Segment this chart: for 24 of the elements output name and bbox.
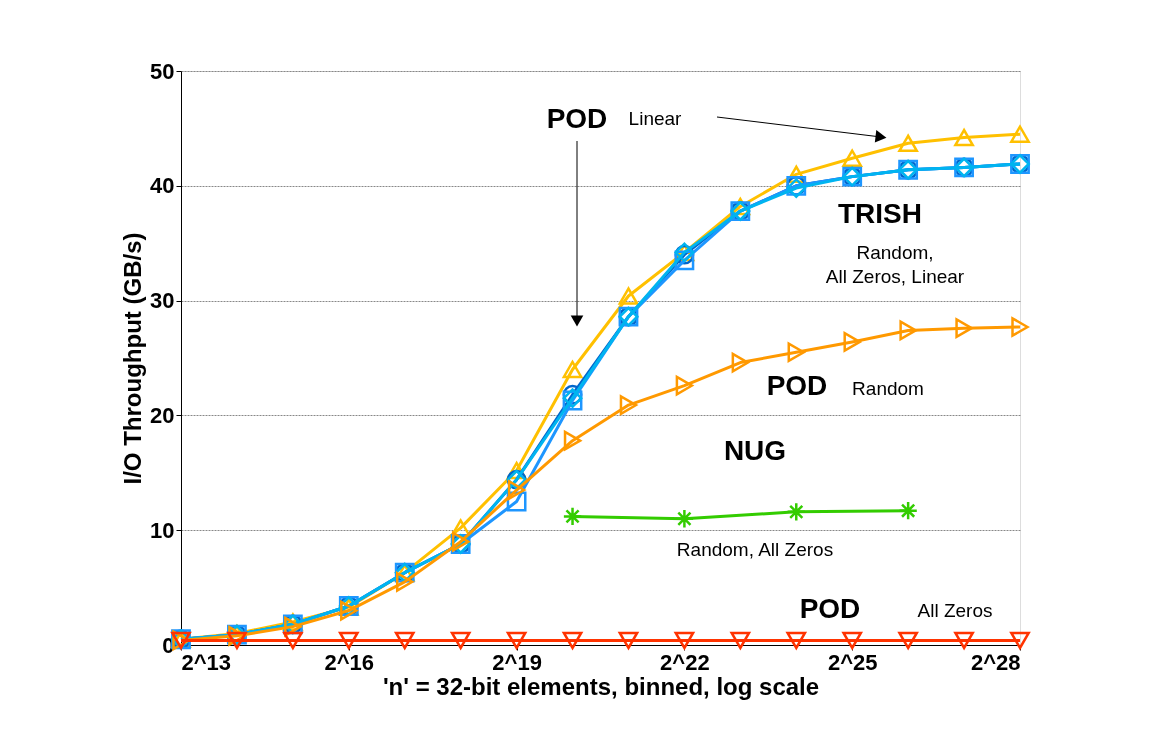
annotation: All Zeros [917, 600, 993, 621]
annotation: All Zeros, Linear [825, 266, 965, 287]
x-axis-title: 'n' = 32-bit elements, binned, log scale [382, 672, 820, 700]
annotation: TRISH [838, 198, 922, 229]
y-tick-label: 20 [150, 402, 175, 428]
annotation: Random, All Zeros [676, 539, 834, 560]
y-tick-label: 30 [150, 288, 175, 314]
y-tick-label: 10 [150, 517, 175, 543]
x-tick-label: 2^28 [970, 649, 1021, 675]
annotation: POD [799, 593, 861, 624]
y-axis-title: I/O Throughput (GB/s) [119, 232, 147, 485]
annotation: NUG [723, 435, 787, 466]
annotation: POD [766, 370, 828, 401]
x-tick-label: 2^19 [492, 649, 542, 675]
y-tick-label: 50 [150, 58, 175, 84]
y-tick-label: 40 [150, 173, 175, 199]
annotation: Random, [856, 242, 934, 263]
x-tick-label: 2^13 [181, 649, 232, 675]
annotation: Random [852, 378, 924, 399]
annotation: Linear [628, 108, 683, 129]
annotation: POD [546, 103, 608, 134]
x-tick-label: 2^25 [827, 649, 878, 675]
x-tick-label: 2^16 [324, 649, 375, 675]
x-tick-label: 2^22 [660, 649, 710, 675]
